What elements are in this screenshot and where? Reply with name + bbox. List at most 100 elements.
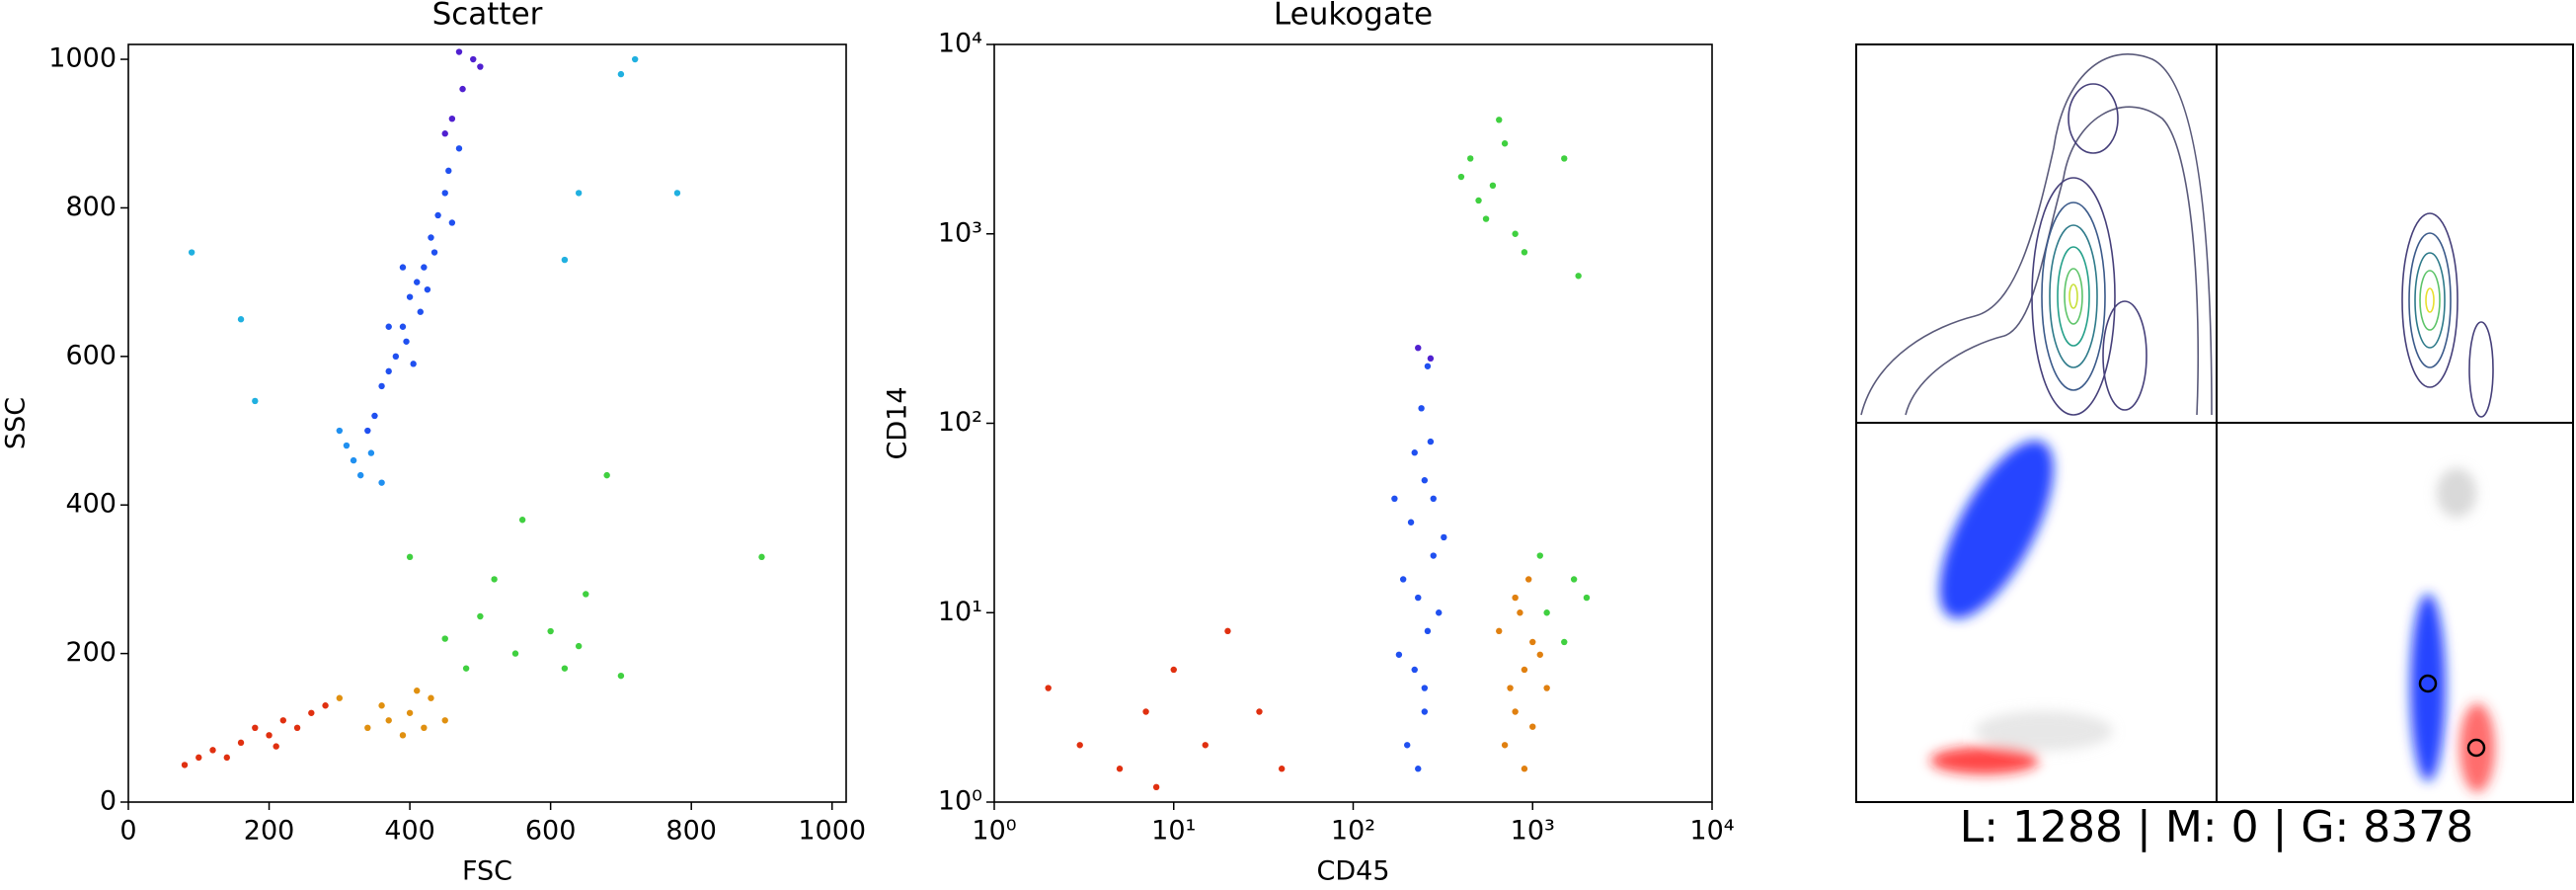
x-axis-label: FSC: [462, 856, 512, 887]
point: [367, 449, 375, 456]
point: [406, 553, 414, 561]
point: [336, 427, 344, 435]
point: [1421, 685, 1429, 691]
point: [1224, 627, 1231, 635]
point: [470, 55, 477, 63]
contours: [1860, 53, 2494, 418]
point: [575, 190, 583, 197]
point: [417, 308, 424, 315]
point: [399, 264, 407, 271]
gate-center: [2418, 674, 2438, 693]
point: [547, 627, 554, 635]
point: [1512, 708, 1519, 715]
point: [1404, 742, 1411, 749]
point: [1411, 449, 1418, 456]
point: [1152, 783, 1160, 791]
x-tick-label: 600: [525, 816, 577, 847]
point: [441, 190, 448, 197]
point: [273, 743, 279, 750]
point: [406, 293, 414, 300]
point: [209, 747, 216, 754]
y-tick-label: 0: [100, 786, 117, 817]
point: [1256, 708, 1263, 715]
point: [1278, 766, 1286, 772]
y-tick-label: 400: [65, 489, 117, 520]
point: [1501, 140, 1509, 147]
point: [462, 665, 470, 672]
axes-frame: [127, 43, 847, 803]
x-tick-label: 10²: [1331, 816, 1375, 847]
point: [428, 694, 434, 701]
point: [1076, 742, 1083, 749]
point: [455, 145, 463, 152]
point: [364, 427, 371, 435]
chart-title: Scatter: [432, 0, 543, 33]
point: [223, 754, 230, 762]
density-clusters: [1930, 440, 2495, 792]
point: [414, 688, 421, 694]
y-tick-label: 10²: [938, 407, 982, 438]
point: [491, 576, 498, 583]
point: [1430, 495, 1437, 503]
chart: 10⁰ 10¹ 10² 10³ 10⁴ 10⁰ 10¹ 10² 10³ 10⁴ Leukogate C…: [883, 0, 1735, 887]
point: [758, 553, 765, 561]
point: [1116, 766, 1124, 772]
point: [1391, 495, 1398, 503]
point: [414, 279, 421, 285]
point: [1424, 363, 1432, 369]
point: [378, 479, 385, 486]
x-tick-label: 0: [119, 816, 136, 847]
gate-center: [2466, 738, 2486, 758]
point: [1507, 685, 1514, 691]
point: [1407, 519, 1415, 526]
point: [385, 717, 392, 724]
chart: 0 200 400 600 800 1000 0 200 400 600 800 1000 Scatte…: [1, 0, 867, 887]
point: [1536, 552, 1543, 559]
x-tick-label: 10⁴: [1689, 816, 1734, 847]
y-tick-label: 10³: [938, 217, 982, 248]
y-tick-label: 800: [65, 192, 117, 222]
point: [1496, 627, 1503, 635]
point: [1475, 197, 1482, 204]
y-tick-label: 10⁴: [938, 29, 982, 59]
point: [1424, 627, 1432, 635]
point: [673, 190, 681, 197]
y-tick-label: 10⁰: [938, 786, 982, 817]
point: [1525, 576, 1532, 583]
point: [293, 724, 301, 732]
point: [1421, 477, 1429, 484]
point: [561, 665, 569, 672]
gate-panel: L: 1288 | M: 0 | G: 8378: [1855, 43, 2574, 852]
gate-summary: L: 1288 | M: 0 | G: 8378: [1960, 802, 2474, 852]
point: [459, 85, 466, 93]
point: [1496, 117, 1503, 123]
point: [518, 517, 526, 524]
point: [378, 702, 385, 709]
point: [1395, 651, 1403, 658]
point: [308, 709, 315, 716]
point: [1489, 182, 1497, 190]
point: [1415, 766, 1422, 772]
point: [399, 732, 407, 739]
point: [1045, 685, 1052, 691]
x-tick-label: 10³: [1511, 816, 1555, 847]
point: [322, 702, 329, 709]
point: [364, 724, 371, 732]
point: [1570, 576, 1578, 583]
point: [403, 338, 410, 345]
point: [1411, 666, 1418, 674]
point: [252, 397, 259, 405]
point: [617, 672, 625, 680]
y-axis-label: SSC: [1, 397, 32, 449]
point: [445, 167, 452, 175]
point: [421, 264, 428, 271]
point: [1427, 438, 1435, 445]
point: [1529, 723, 1536, 730]
y-tick-label: 10¹: [938, 597, 982, 627]
point: [430, 249, 438, 256]
point: [448, 115, 456, 122]
point: [1430, 552, 1437, 559]
point: [561, 256, 569, 264]
point: [1441, 533, 1447, 541]
point: [266, 732, 273, 739]
